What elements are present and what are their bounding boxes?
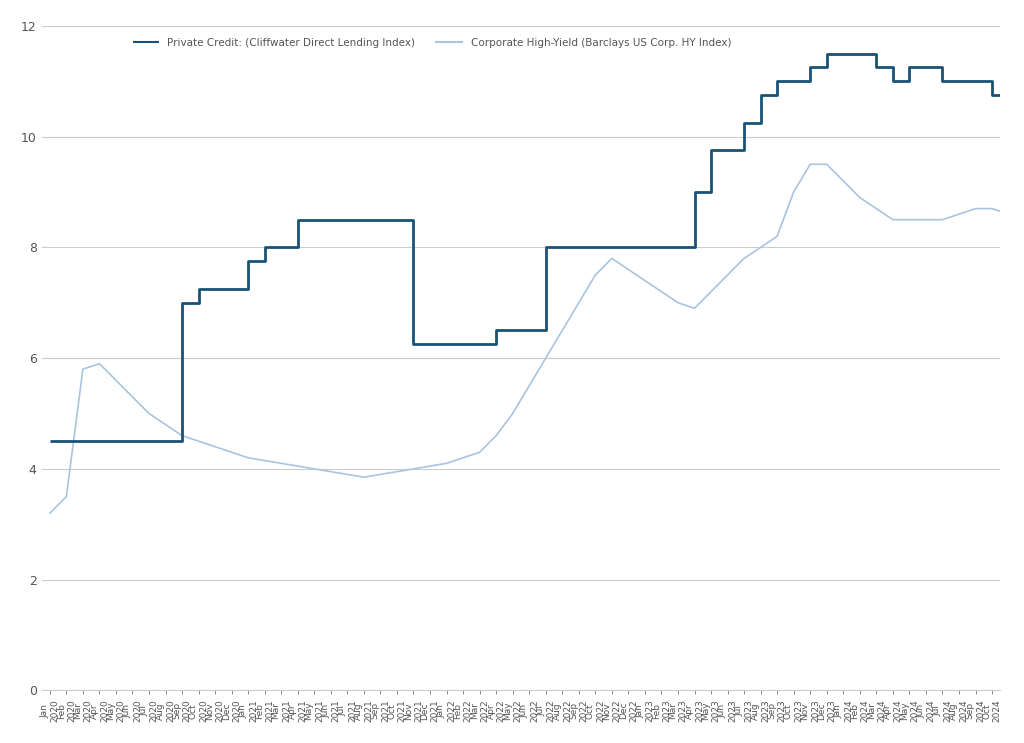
Corporate High-Yield (Barclays US Corp. HY Index) xyxy=(44,509,56,518)
Private Credit: (Cliffwater Direct Lending Index): (58, 10.8): (Cliffwater Direct Lending Index): (58, … xyxy=(1002,91,1015,100)
Corporate High-Yield (Barclays US Corp. HY Index) xyxy=(804,160,816,169)
Private Credit: (Cliffwater Direct Lending Index): (27, 6.5): (Cliffwater Direct Lending Index): (27, … xyxy=(490,326,503,335)
Corporate High-Yield (Barclays US Corp. HY Index) xyxy=(490,431,503,440)
Private Credit: (Cliffwater Direct Lending Index): (44, 11): (Cliffwater Direct Lending Index): (44, … xyxy=(771,77,783,85)
Private Credit: (Cliffwater Direct Lending Index): (50, 11.5): (Cliffwater Direct Lending Index): (50, … xyxy=(870,49,883,58)
Private Credit: (Cliffwater Direct Lending Index): (42, 9.75): (Cliffwater Direct Lending Index): (42, … xyxy=(738,146,751,155)
Private Credit: (Cliffwater Direct Lending Index): (0, 4.5): (Cliffwater Direct Lending Index): (0, 4… xyxy=(44,437,56,446)
Private Credit: (Cliffwater Direct Lending Index): (3, 4.5): (Cliffwater Direct Lending Index): (3, 4… xyxy=(93,437,105,446)
Line: Private Credit: (Cliffwater Direct Lending Index): Private Credit: (Cliffwater Direct Lendi… xyxy=(50,53,1009,441)
Corporate High-Yield (Barclays US Corp. HY Index) xyxy=(854,193,866,202)
Private Credit: (Cliffwater Direct Lending Index): (43, 10.8): (Cliffwater Direct Lending Index): (43, … xyxy=(755,91,767,100)
Corporate High-Yield (Barclays US Corp. HY Index) xyxy=(259,456,271,465)
Legend: Private Credit: (Cliffwater Direct Lending Index), Corporate High-Yield (Barclay: Private Credit: (Cliffwater Direct Lendi… xyxy=(133,38,731,48)
Line: Corporate High-Yield (Barclays US Corp. HY Index): Corporate High-Yield (Barclays US Corp. … xyxy=(50,164,1024,513)
Corporate High-Yield (Barclays US Corp. HY Index) xyxy=(903,215,915,224)
Corporate High-Yield (Barclays US Corp. HY Index) xyxy=(722,270,734,279)
Private Credit: (Cliffwater Direct Lending Index): (47, 11.5): (Cliffwater Direct Lending Index): (47, … xyxy=(820,49,833,58)
